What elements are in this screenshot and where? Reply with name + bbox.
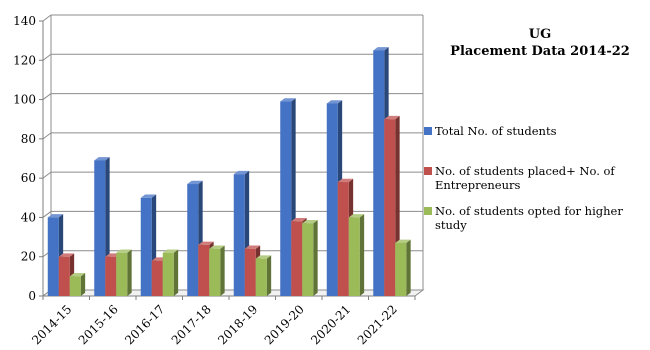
bar-total-2017-18-top [187,180,203,185]
chart-title-line-2: Placement Data 2014-22 [450,44,630,59]
y-tick-label-7: 140 [13,14,36,28]
bar-higher-study-2021-22 [395,242,407,296]
y-tick-label-0: 0 [28,289,36,303]
bar-higher-study-2018-19-side [266,255,272,296]
x-tick-label-2021-22: 2021-22 [355,302,400,347]
legend-swatch-placed [424,167,432,175]
bar-higher-study-2018-19-top [255,255,272,259]
grid-depth-line-6 [42,53,52,61]
bar-placed-2018-19 [244,248,256,296]
bar-total-2018-19 [233,174,245,296]
bar-placed-2021-22-top [384,115,400,120]
bar-higher-study-2017-18-top [209,245,225,249]
bar-higher-study-2016-17 [162,252,174,296]
bar-higher-study-2020-21-side [359,214,365,296]
y-tick-label-1: 20 [21,250,36,264]
bar-total-2017-18 [187,184,199,296]
bar-placed-2020-21 [337,182,349,296]
bar-total-2014-15-top [47,214,64,218]
bar-placed-2014-15 [58,256,70,296]
y-tick-label-5: 100 [13,93,36,107]
x-tick-label-2017-18: 2017-18 [169,302,214,347]
bar-higher-study-2014-15 [69,276,81,296]
bar-placed-2017-18-top [198,241,214,245]
bar-higher-study-2020-21-top [348,214,365,218]
bar-higher-study-2017-18 [209,248,221,296]
grid-depth-line-3 [42,171,52,179]
bar-total-2019-20 [280,101,292,297]
bar-higher-study-2016-17-top [162,249,179,253]
bar-total-2016-17 [140,197,152,296]
bar-placed-2019-20 [291,221,303,296]
bar-higher-study-2020-21 [348,217,360,296]
x-tick-label-2020-21: 2020-21 [308,302,353,347]
bar-placed-2016-17 [151,260,163,296]
bar-higher-study-2016-17-side [173,249,179,296]
bar-total-2020-21-top [326,100,343,104]
bar-higher-study-2018-19 [255,258,267,296]
bar-placed-2015-16 [105,256,117,296]
bar-total-2020-21 [326,103,338,296]
x-tick-label-2015-16: 2015-16 [76,302,121,347]
y-tick-label-4: 80 [21,132,36,146]
bar-higher-study-2019-20 [302,223,314,296]
x-tick-label-2014-15: 2014-15 [29,302,74,347]
bar-higher-study-2015-16 [116,252,128,296]
bar-higher-study-2015-16-top [116,249,132,253]
legend-label-placed: No. of students placed+ No. of Entrepren… [435,164,615,192]
legend-label-higher-study: No. of students opted for higher study [435,204,623,232]
legend-swatch-higher-study [424,207,432,215]
bar-placed-2021-22 [384,119,396,296]
bar-total-2021-22 [373,50,385,296]
grid-depth-line-4 [42,132,52,140]
bar-total-2015-16-top [94,157,110,161]
bar-total-2018-19-top [233,170,250,175]
bar-higher-study-2015-16-side [127,249,132,296]
chart-title: UG Placement Data 2014-22 [440,26,640,60]
bar-higher-study-2017-18-side [220,245,225,296]
bar-total-2016-17-top [140,194,157,198]
bar-placed-2018-19-top [244,245,261,249]
legend-label-total: Total No. of students [435,124,557,138]
y-tick-label-3: 60 [21,171,36,185]
y-tick-label-2: 40 [21,210,36,224]
bar-higher-study-2019-20-side [313,220,318,296]
bar-placed-2014-15-top [58,253,75,257]
bar-placed-2017-18 [198,244,210,296]
bar-total-2015-16 [94,160,106,296]
bar-higher-study-2019-20-top [302,220,318,224]
bar-total-2019-20-top [280,98,296,102]
x-tick-label-2019-20: 2019-20 [262,302,307,347]
grid-depth-line-5 [42,93,52,100]
x-tick-label-2016-17: 2016-17 [122,302,167,347]
chart-title-line-1: UG [528,27,552,42]
bar-placed-2019-20-top [291,218,307,222]
bar-higher-study-2014-15-side [80,273,86,296]
grid-depth-line-7 [42,14,52,22]
bar-higher-study-2014-15-top [69,273,86,277]
grid-depth-line-2 [42,211,52,218]
bar-placed-2020-21-top [337,178,354,183]
bar-total-2021-22-top [373,47,389,51]
bar-total-2014-15 [47,217,59,296]
y-tick-label-6: 120 [13,53,36,67]
bar-higher-study-2021-22-top [395,239,411,243]
legend-swatch-total [424,127,432,135]
x-tick-label-2018-19: 2018-19 [215,302,260,347]
bar-higher-study-2021-22-side [406,239,411,296]
